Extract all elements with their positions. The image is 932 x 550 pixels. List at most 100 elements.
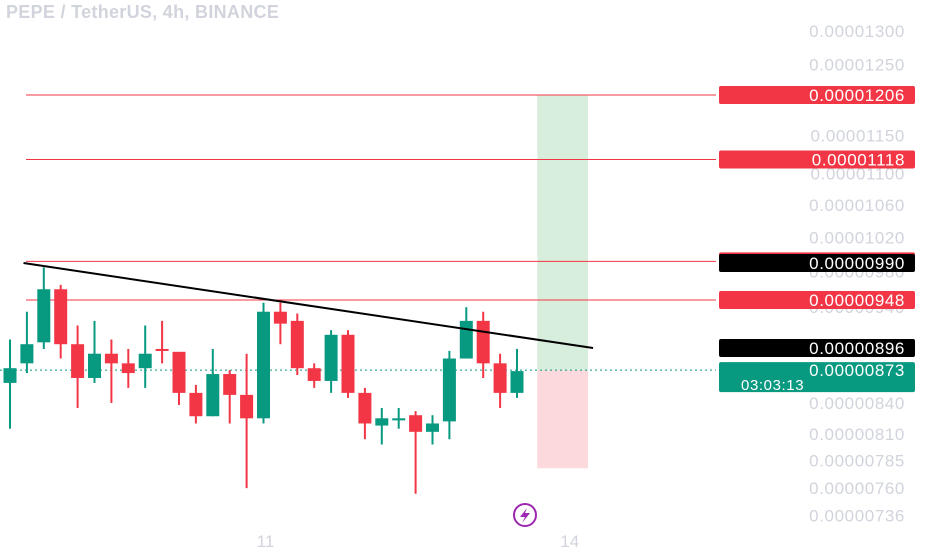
price-tick-label: 0.00001060 [809,196,905,215]
candle-body [189,392,203,417]
trendline-layer [23,262,594,349]
candle [409,411,423,494]
candle [240,353,254,489]
candle [273,302,287,345]
price-tick-label: 0.00001020 [809,229,905,248]
candle-body [307,368,321,381]
candle-body [459,320,473,359]
price-tick-label: 0.00001250 [809,55,905,74]
candle [37,267,51,349]
candle [476,311,490,378]
candle-body [240,394,254,419]
candle-body [88,353,101,378]
candle [375,408,389,445]
candle [392,408,406,429]
candle [172,351,186,405]
candle [71,325,85,409]
stop-zone [537,370,588,469]
candles [3,267,524,494]
candle [223,370,237,424]
position-zones [537,95,588,469]
candle-body [375,418,389,426]
candle [88,320,101,383]
candle [189,384,203,424]
candle [155,320,169,364]
trendline [23,262,594,349]
level-label-box [719,150,915,169]
level-label: 0.00001206 [809,86,905,105]
chart-title: PEPE / TetherUS, 4h, BINANCE [6,2,280,22]
price-tick-label: 0.00001300 [809,22,905,41]
candle [138,325,152,388]
level-label: 0.00000990 [809,254,905,273]
candle-body [223,374,237,395]
candle-body [138,353,152,369]
lightning-bolt-logo-ring [513,503,537,527]
price-tick-label: 0.00000810 [809,425,905,444]
lightning-bolt-icon [520,508,530,523]
horizontal-levels [0,94,716,371]
candle [324,330,338,393]
candle [442,350,456,440]
candle [257,302,270,424]
candle-body [155,348,169,351]
level-label-box [719,86,915,104]
candle-body [392,418,406,421]
candle-body [54,289,68,345]
current-price-box [719,362,915,393]
level-label: 0.00000948 [809,291,905,310]
time-tick-label: 14 [560,532,579,550]
bar-countdown-label: 03:03:13 [741,377,804,394]
candle [341,330,355,398]
level-label: 0.00001118 [812,151,905,170]
price-tick-label: 0.00001100 [810,164,905,183]
price-tick-label: 0.00000736 [809,506,905,525]
candle-body [172,351,186,393]
level-label-box [719,290,915,309]
logo-layer [513,503,537,527]
candle-body [121,363,135,374]
candle [104,339,118,403]
candle-body [476,320,490,364]
price-tick-label: 0.00000760 [809,479,905,498]
current-price-label: 0.00000873 [809,361,905,380]
price-tick-label: 0.00000840 [809,394,905,413]
candle-body [20,344,34,364]
candle-body [324,334,338,381]
candle-body [341,334,355,393]
candle-body [273,311,287,324]
candle [54,284,68,359]
price-tick-label: 0.00001150 [810,126,905,145]
candle-body [37,289,51,343]
candle-body [426,423,439,432]
candle-body [71,344,85,378]
target-zone [537,95,588,371]
level-label-box [719,339,915,357]
candle-body [3,368,17,383]
candle [307,363,321,388]
level-label-box [719,254,915,273]
candle-body [104,353,118,364]
candle-body [257,311,270,419]
time-axis: 11 14 [257,532,579,550]
candle-body [290,320,304,369]
candle [426,415,439,445]
candle [290,313,304,376]
candle [3,339,17,429]
price-axis: 0.00001300 0.00001250 0.00001150 0.00001100… [719,22,915,525]
candle [20,311,34,374]
candle [493,353,507,409]
candle-body [442,358,456,422]
time-tick-label: 11 [257,532,275,550]
candle [358,387,372,440]
candle-body [358,392,372,424]
candle [121,348,135,388]
candle-body [510,371,524,393]
candle-body [206,374,220,417]
candle-body [493,363,507,393]
candle [206,348,220,417]
level-label: 0.00000896 [809,339,905,358]
price-tick-label: 0.00000785 [809,452,905,471]
candle [459,307,473,359]
